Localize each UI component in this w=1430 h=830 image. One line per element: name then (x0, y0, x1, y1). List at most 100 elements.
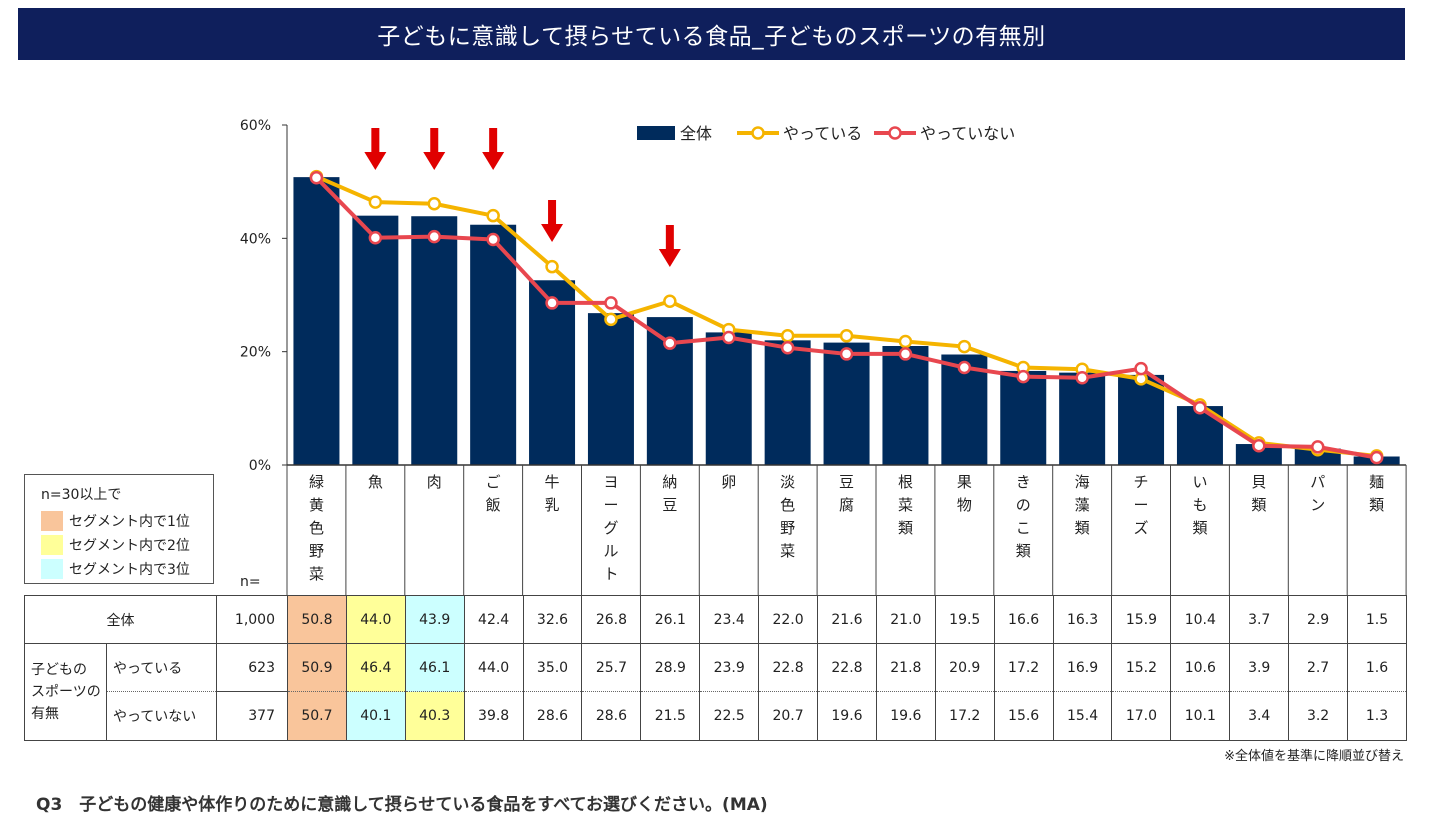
table-cell: 1.3 (1347, 691, 1407, 741)
line-point (1193, 401, 1207, 415)
category-label: 豆腐 (839, 473, 854, 514)
highlight-legend-item-3rd: セグメント内で3位 (41, 559, 190, 579)
line-point (368, 231, 383, 245)
category-char: 卵 (721, 473, 736, 491)
table-cell: 50.8 (287, 595, 347, 644)
category-char: 野 (780, 519, 795, 537)
highlight-legend-label: セグメント内で3位 (69, 562, 190, 578)
table-cell: 1.6 (1347, 643, 1407, 692)
category-label: 貝類 (1251, 473, 1266, 514)
table-cell: 42.4 (463, 595, 524, 644)
legend-label: やっている (783, 124, 862, 143)
category-label: 麺類 (1369, 473, 1384, 514)
table-cell: 10.6 (1170, 643, 1231, 692)
legend-label: 全体 (680, 124, 712, 143)
table-cell: 17.0 (1111, 691, 1172, 741)
table-cell: 1.5 (1347, 595, 1407, 644)
line-point (957, 339, 972, 354)
table-cell: 3.7 (1229, 595, 1290, 644)
line-point (368, 195, 383, 209)
category-char: 魚 (368, 473, 383, 491)
table-cell: 26.8 (581, 595, 642, 644)
chart-title-banner: 子どもに意識して摂らせている食品_子どものスポーツの有無別 (18, 8, 1405, 60)
data-table: 全体 1,000 50.8 44.0 43.9 42.4 32.6 26.8 26.1 23.… (24, 595, 1407, 741)
line-point (722, 330, 736, 345)
table-cell: 28.9 (640, 643, 701, 692)
legend-marker (888, 126, 902, 140)
table-cell: 28.6 (522, 691, 583, 741)
table-row-all: 全体 1,000 50.8 44.0 43.9 42.4 32.6 26.8 26.1 23.… (24, 595, 1407, 644)
category-char: き (1016, 473, 1031, 491)
category-char: も (1192, 496, 1207, 514)
table-cell: 23.9 (699, 643, 760, 692)
line-point (898, 334, 913, 349)
category-char: パ (1310, 473, 1325, 491)
category-char: チ (1134, 473, 1149, 491)
table-cell: 2.7 (1288, 643, 1349, 692)
line-point (1369, 450, 1384, 465)
line-point (780, 329, 795, 343)
category-char: 果 (957, 473, 972, 491)
line-point (1252, 438, 1266, 453)
table-cell: 10.4 (1170, 595, 1231, 644)
category-char: グ (603, 519, 618, 537)
table-cell: 46.4 (345, 643, 406, 692)
table-cell: 16.6 (993, 595, 1054, 644)
table-cell: 50.7 (287, 691, 347, 741)
bar (882, 346, 929, 465)
table-cell: 32.6 (522, 595, 583, 644)
highlight-legend-item-1st: セグメント内で1位 (41, 511, 190, 531)
table-cell: 10.1 (1170, 691, 1231, 741)
category-char: 類 (1369, 496, 1384, 514)
table-cell: 15.4 (1052, 691, 1113, 741)
category-char: 麺 (1369, 473, 1384, 491)
y-tick-label: 20% (240, 345, 271, 361)
highlight-legend-label: セグメント内で1位 (69, 514, 190, 530)
table-cell: 21.6 (817, 595, 877, 644)
table-cell: 3.2 (1288, 691, 1349, 741)
table-cell: 16.3 (1052, 595, 1113, 644)
category-char: 納 (662, 473, 677, 491)
table-cell: 3.9 (1229, 643, 1290, 692)
table-cell: 19.5 (934, 595, 995, 644)
category-char: ズ (1134, 519, 1149, 537)
n-cell-yes: 623 (216, 643, 288, 692)
table-cell: 15.9 (1111, 595, 1172, 644)
down-arrow-icon (364, 128, 387, 170)
bar (1059, 372, 1106, 465)
category-label: 納豆 (662, 473, 677, 514)
category-char: 類 (1192, 519, 1207, 537)
table-cell: 21.8 (875, 643, 936, 692)
category-char: 根 (898, 473, 913, 491)
table-cell: 44.0 (463, 643, 524, 692)
row-label-all: 全体 (24, 595, 217, 644)
line-point (309, 170, 324, 185)
legend-marker (751, 126, 765, 140)
line-point (604, 312, 618, 327)
table-cell: 40.3 (404, 691, 465, 741)
category-char: こ (1016, 519, 1031, 537)
category-char: 貝 (1251, 473, 1266, 491)
line-point (545, 296, 559, 310)
bar (705, 332, 752, 465)
highlight-swatch-2nd (41, 535, 63, 555)
category-char: ル (603, 542, 618, 560)
chart-title: 子どもに意識して摂らせている食品_子どものスポーツの有無別 (377, 24, 1046, 50)
table-cell: 44.0 (345, 595, 406, 644)
category-char: 海 (1075, 473, 1090, 491)
line-point (1016, 369, 1030, 384)
category-label: 卵 (721, 473, 736, 491)
table-cell: 22.8 (817, 643, 877, 692)
table-cell: 20.9 (934, 643, 995, 692)
category-label: いも類 (1192, 473, 1207, 537)
line-point (957, 360, 972, 375)
n-cell-all: 1,000 (216, 595, 288, 644)
bar (587, 313, 634, 465)
line-point (1075, 370, 1089, 385)
table-cell: 50.9 (287, 643, 347, 692)
row-label-yes: やっている (106, 643, 217, 692)
category-char: 黄 (309, 496, 324, 514)
